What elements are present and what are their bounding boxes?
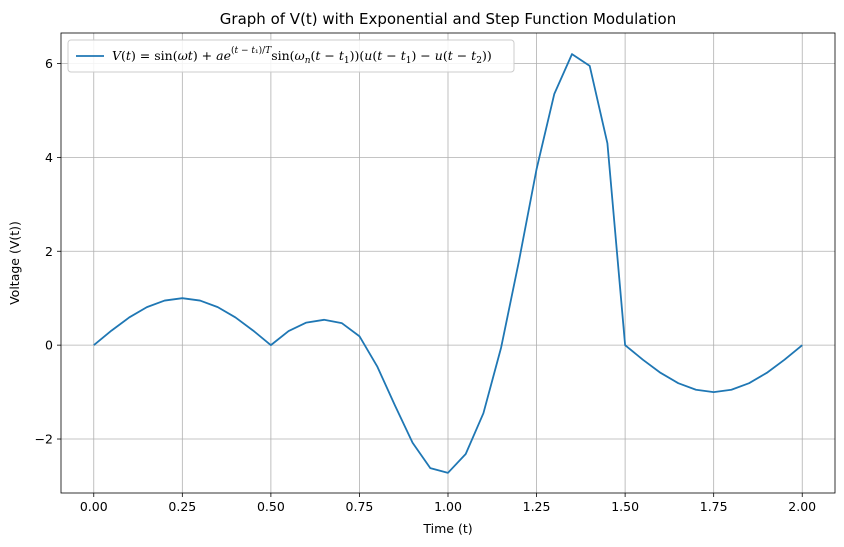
series-line-v-t	[93, 53, 803, 474]
y-tick-label: 0	[45, 338, 53, 353]
plot-area	[93, 53, 803, 474]
y-tick-label: −2	[35, 432, 53, 447]
x-tick-label: 2.00	[788, 499, 816, 514]
legend-label: V(t) = sin(ωt) + ae(t − t₁)/Tsin(ωn(t − …	[112, 45, 492, 66]
x-tick-label: 0.00	[80, 499, 108, 514]
x-tick-label: 0.25	[168, 499, 196, 514]
y-axis-title: Voltage (V(t))	[7, 221, 22, 305]
x-axis: 0.00 0.25 0.50 0.75 1.00 1.25 1.50 1.75 2.00	[80, 493, 816, 514]
y-axis: −2 0 2 4 6	[35, 56, 61, 447]
legend-box	[67, 39, 515, 73]
y-tick-label: 4	[45, 150, 53, 165]
legend: V(t) = sin(ωt) + ae(t − t₁)/Tsin(ωn(t − …	[67, 39, 515, 73]
x-axis-title: Time (t)	[422, 521, 472, 536]
x-tick-label: 1.00	[434, 499, 462, 514]
chart-title: Graph of V(t) with Exponential and Step …	[220, 10, 676, 28]
x-tick-label: 1.50	[611, 499, 639, 514]
y-tick-label: 6	[45, 56, 53, 71]
x-tick-label: 0.50	[257, 499, 285, 514]
x-tick-label: 0.75	[346, 499, 374, 514]
x-tick-label: 1.25	[523, 499, 551, 514]
x-tick-label: 1.75	[700, 499, 728, 514]
y-tick-label: 2	[45, 244, 53, 259]
